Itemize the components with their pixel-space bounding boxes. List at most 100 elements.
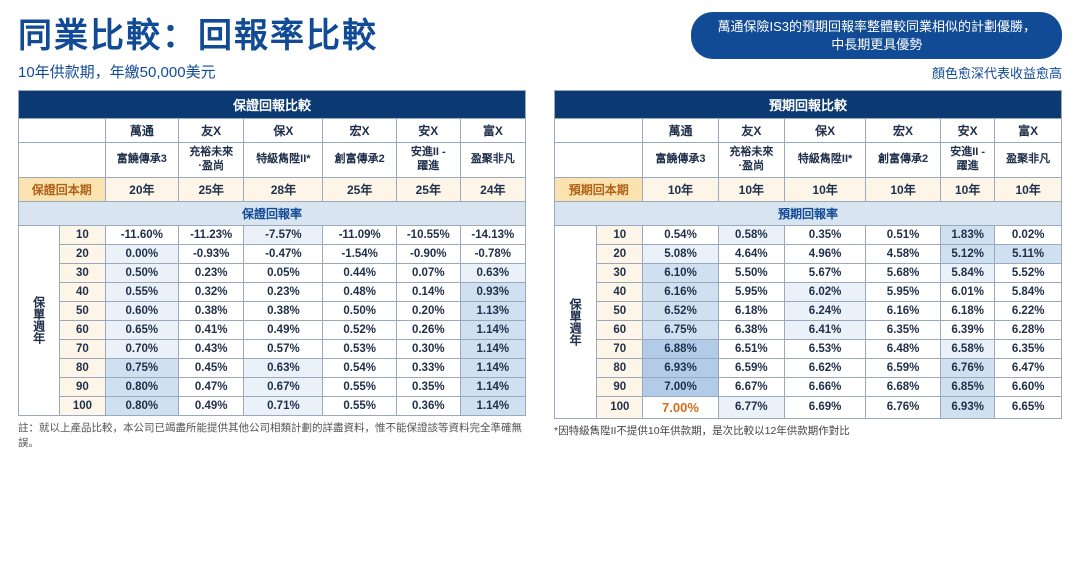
side-label: 保單週年 — [555, 225, 597, 418]
plan-header: 安進II -躍進 — [941, 143, 995, 178]
return-value: 1.14% — [460, 358, 525, 377]
return-value: 1.14% — [460, 320, 525, 339]
policy-year: 90 — [60, 377, 105, 396]
payback-period-value: 28年 — [244, 177, 323, 201]
return-value: 1.14% — [460, 377, 525, 396]
empty-header — [19, 143, 106, 178]
return-value: 0.23% — [244, 282, 323, 301]
plan-header: 富饒傳承3 — [643, 143, 718, 178]
empty-header — [555, 143, 643, 178]
return-value: 6.38% — [718, 320, 785, 339]
return-value: 0.36% — [396, 396, 460, 415]
return-value: -14.13% — [460, 225, 525, 244]
return-value: -11.60% — [105, 225, 178, 244]
return-value: 5.95% — [718, 282, 785, 301]
return-value: 6.88% — [643, 339, 718, 358]
payback-period-value: 10年 — [643, 177, 718, 201]
company-header: 富X — [995, 119, 1062, 143]
return-value: 0.75% — [105, 358, 178, 377]
company-header: 宏X — [866, 119, 941, 143]
return-value: 0.55% — [105, 282, 178, 301]
return-value: 0.20% — [396, 301, 460, 320]
return-value: 0.07% — [396, 263, 460, 282]
company-header: 友X — [179, 119, 244, 143]
return-value: 0.49% — [244, 320, 323, 339]
payback-period-value: 20年 — [105, 177, 178, 201]
return-value: 6.35% — [866, 320, 941, 339]
return-value: -11.09% — [323, 225, 396, 244]
policy-year: 10 — [60, 225, 105, 244]
empty-header — [555, 119, 643, 143]
side-label: 保單週年 — [19, 225, 60, 415]
return-value: 6.69% — [785, 396, 866, 418]
section-label: 保證回報率 — [19, 201, 526, 225]
guaranteed-return-table: 保證回報比較萬通友X保X宏X安X富X富饒傳承3充裕未來·盈尚特級雋陞II*創富傳… — [18, 90, 526, 416]
return-value: 6.16% — [866, 301, 941, 320]
return-value: 6.62% — [785, 358, 866, 377]
company-header: 保X — [244, 119, 323, 143]
policy-year: 30 — [597, 263, 643, 282]
return-value: 6.48% — [866, 339, 941, 358]
policy-year: 20 — [60, 244, 105, 263]
payback-period-value: 25年 — [323, 177, 396, 201]
plan-header: 盈聚非凡 — [460, 143, 525, 178]
summary-banner: 萬通保險IS3的預期回報率整體較同業相似的計劃優勝， 中長期更具優勢 — [691, 12, 1062, 59]
return-value: 6.75% — [643, 320, 718, 339]
return-value: 0.32% — [179, 282, 244, 301]
policy-year: 40 — [597, 282, 643, 301]
return-value: 6.76% — [941, 358, 995, 377]
return-value: 6.16% — [643, 282, 718, 301]
plan-header: 盈聚非凡 — [995, 143, 1062, 178]
plan-header: 安進II -躍進 — [396, 143, 460, 178]
payback-period-value: 10年 — [718, 177, 785, 201]
return-value: 5.08% — [643, 244, 718, 263]
return-value: 1.83% — [941, 225, 995, 244]
return-value: 6.58% — [941, 339, 995, 358]
right-footnote: *因特級雋陞II不提供10年供款期，是次比較以12年供款期作對比 — [554, 423, 1062, 438]
table-title: 保證回報比較 — [19, 91, 526, 119]
return-value: 0.41% — [179, 320, 244, 339]
return-value: 6.93% — [643, 358, 718, 377]
return-value: 6.53% — [785, 339, 866, 358]
payback-period-value: 24年 — [460, 177, 525, 201]
return-value: 0.65% — [105, 320, 178, 339]
policy-year: 80 — [597, 358, 643, 377]
policy-year: 10 — [597, 225, 643, 244]
return-value: 6.93% — [941, 396, 995, 418]
return-value: 0.55% — [323, 396, 396, 415]
return-value: 6.65% — [995, 396, 1062, 418]
return-value: 0.38% — [244, 301, 323, 320]
return-value: 0.50% — [105, 263, 178, 282]
return-value: 4.58% — [866, 244, 941, 263]
return-value: 5.11% — [995, 244, 1062, 263]
return-value: 6.28% — [995, 320, 1062, 339]
return-value: -1.54% — [323, 244, 396, 263]
return-value: 0.35% — [785, 225, 866, 244]
return-value: 0.33% — [396, 358, 460, 377]
return-value: 6.35% — [995, 339, 1062, 358]
return-value: 6.39% — [941, 320, 995, 339]
return-value: 6.60% — [995, 377, 1062, 396]
payback-period-value: 10年 — [995, 177, 1062, 201]
return-value: 0.55% — [323, 377, 396, 396]
return-value: 6.02% — [785, 282, 866, 301]
return-value: -7.57% — [244, 225, 323, 244]
policy-year: 80 — [60, 358, 105, 377]
return-value: 6.24% — [785, 301, 866, 320]
company-header: 友X — [718, 119, 785, 143]
return-value: 0.70% — [105, 339, 178, 358]
return-value: 1.13% — [460, 301, 525, 320]
return-value: 6.52% — [643, 301, 718, 320]
return-value: 0.67% — [244, 377, 323, 396]
company-header: 宏X — [323, 119, 396, 143]
empty-header — [19, 119, 106, 143]
return-value: 6.76% — [866, 396, 941, 418]
return-value: 0.47% — [179, 377, 244, 396]
return-value: 0.00% — [105, 244, 178, 263]
plan-header: 充裕未來·盈尚 — [179, 143, 244, 178]
payback-period-value: 25年 — [179, 177, 244, 201]
return-value: -11.23% — [179, 225, 244, 244]
return-value: 0.38% — [179, 301, 244, 320]
plan-header: 特級雋陞II* — [244, 143, 323, 178]
return-value: 5.67% — [785, 263, 866, 282]
